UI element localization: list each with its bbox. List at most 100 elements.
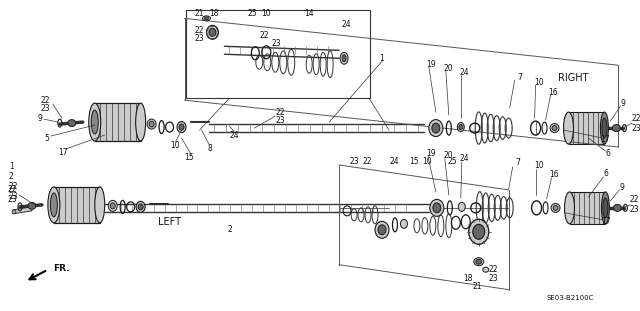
- Text: 22: 22: [275, 108, 285, 117]
- Ellipse shape: [138, 204, 143, 210]
- Ellipse shape: [430, 199, 444, 216]
- Ellipse shape: [136, 202, 145, 212]
- Ellipse shape: [474, 258, 484, 266]
- Text: 1: 1: [380, 54, 385, 63]
- Text: 22: 22: [9, 183, 19, 191]
- Text: 9: 9: [621, 99, 626, 108]
- Text: 9: 9: [620, 183, 625, 193]
- Polygon shape: [13, 207, 32, 214]
- Text: 16: 16: [548, 88, 557, 97]
- Ellipse shape: [564, 192, 575, 224]
- Text: 21: 21: [472, 282, 481, 291]
- Ellipse shape: [92, 110, 99, 134]
- Ellipse shape: [600, 112, 609, 144]
- Text: 2: 2: [227, 225, 232, 234]
- Text: 24: 24: [460, 155, 470, 164]
- Ellipse shape: [207, 25, 218, 39]
- Text: 23: 23: [271, 39, 281, 48]
- Ellipse shape: [458, 123, 464, 132]
- Ellipse shape: [483, 267, 489, 272]
- Polygon shape: [570, 192, 605, 224]
- Text: 22: 22: [489, 265, 499, 274]
- Text: 23: 23: [275, 116, 285, 125]
- Text: 10: 10: [534, 161, 543, 170]
- Ellipse shape: [340, 52, 348, 64]
- Text: 10: 10: [534, 78, 543, 87]
- Text: LEFT: LEFT: [158, 217, 181, 227]
- Text: 24: 24: [341, 20, 351, 29]
- Text: 1: 1: [9, 162, 13, 171]
- Text: 23: 23: [489, 274, 499, 283]
- Text: 23: 23: [630, 205, 639, 214]
- Text: 22: 22: [630, 195, 639, 204]
- Text: 22: 22: [8, 185, 17, 194]
- Ellipse shape: [401, 219, 408, 228]
- Ellipse shape: [459, 125, 463, 130]
- Text: 20: 20: [443, 151, 452, 160]
- Text: 24: 24: [389, 157, 399, 166]
- Text: 22: 22: [195, 26, 204, 35]
- Text: 17: 17: [602, 217, 611, 226]
- Text: 10: 10: [422, 157, 432, 166]
- Text: 9: 9: [38, 114, 42, 123]
- Text: 10: 10: [262, 9, 271, 18]
- Text: 7: 7: [515, 159, 520, 168]
- Ellipse shape: [429, 120, 443, 137]
- Text: 14: 14: [305, 9, 314, 18]
- Circle shape: [12, 210, 16, 214]
- Ellipse shape: [136, 103, 146, 141]
- Text: 6: 6: [606, 149, 611, 157]
- Text: 25: 25: [447, 157, 456, 166]
- Ellipse shape: [602, 118, 607, 138]
- Ellipse shape: [458, 202, 465, 211]
- Ellipse shape: [68, 120, 76, 127]
- Text: 17: 17: [600, 135, 610, 144]
- Text: 23: 23: [40, 104, 50, 113]
- Text: 22: 22: [40, 96, 50, 104]
- Text: 5: 5: [44, 133, 49, 142]
- Ellipse shape: [602, 192, 609, 224]
- Text: 23: 23: [195, 34, 204, 43]
- Text: 19: 19: [426, 149, 436, 157]
- Text: 23: 23: [632, 123, 640, 132]
- Ellipse shape: [209, 28, 216, 36]
- Ellipse shape: [564, 112, 573, 144]
- Text: 25: 25: [248, 9, 257, 18]
- Ellipse shape: [550, 123, 559, 132]
- Ellipse shape: [551, 203, 560, 212]
- Text: 8: 8: [207, 143, 212, 152]
- Text: SE03-B2100C: SE03-B2100C: [547, 295, 594, 301]
- Ellipse shape: [432, 123, 440, 133]
- Ellipse shape: [375, 221, 389, 238]
- Text: 23: 23: [349, 157, 359, 166]
- Text: 18: 18: [210, 9, 219, 18]
- Text: 17: 17: [58, 147, 68, 156]
- Ellipse shape: [553, 205, 558, 210]
- Polygon shape: [568, 112, 604, 144]
- Ellipse shape: [108, 200, 117, 211]
- Ellipse shape: [476, 259, 482, 264]
- Text: 16: 16: [548, 170, 558, 179]
- Bar: [186, 10, 370, 98]
- Text: 23: 23: [8, 195, 18, 204]
- Ellipse shape: [48, 187, 60, 223]
- Ellipse shape: [147, 119, 156, 129]
- Text: 2: 2: [9, 172, 13, 181]
- Text: 6: 6: [604, 169, 609, 179]
- Ellipse shape: [473, 224, 484, 239]
- Polygon shape: [54, 187, 100, 223]
- Text: 15: 15: [185, 154, 195, 162]
- Text: 18: 18: [463, 274, 472, 283]
- Text: 19: 19: [426, 60, 436, 69]
- Ellipse shape: [149, 121, 154, 127]
- Ellipse shape: [202, 16, 211, 21]
- Text: 10: 10: [170, 141, 179, 150]
- Ellipse shape: [177, 122, 186, 132]
- Text: 20: 20: [443, 64, 452, 73]
- Ellipse shape: [468, 219, 489, 244]
- Text: 24: 24: [230, 131, 239, 140]
- Text: 7: 7: [517, 73, 522, 82]
- Ellipse shape: [342, 55, 346, 62]
- Polygon shape: [95, 103, 141, 141]
- Text: 15: 15: [409, 157, 419, 166]
